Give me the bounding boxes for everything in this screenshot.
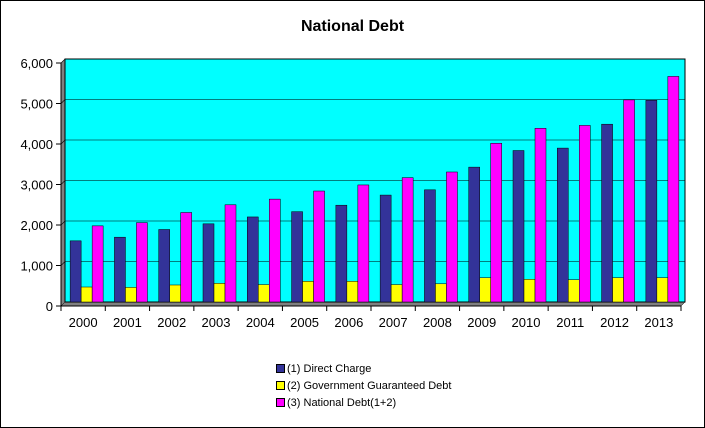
gridline <box>60 139 685 145</box>
bar-2-2008 <box>435 283 447 303</box>
bar-3-2004 <box>269 198 281 303</box>
bar-2-2005 <box>302 281 314 303</box>
bar-1-2000 <box>69 240 82 303</box>
x-tick-label: 2005 <box>290 315 319 330</box>
bar-3-2010 <box>534 128 547 303</box>
bar-3-2002 <box>180 212 192 303</box>
gridline <box>60 58 685 64</box>
legend-label: (2) Government Guaranteed Debt <box>287 379 452 392</box>
y-tick-label: 5,000 <box>20 97 53 112</box>
bar-1-2009 <box>468 166 480 303</box>
x-tick-label: 2009 <box>467 315 496 330</box>
x-tick-label: 2012 <box>600 315 629 330</box>
bar-1-2002 <box>158 229 170 303</box>
bar-2-2012 <box>612 277 624 303</box>
x-tick-label: 2008 <box>423 315 452 330</box>
bar-1-2001 <box>114 236 126 303</box>
y-tick-label: 2,000 <box>20 218 53 233</box>
legend-swatch <box>276 398 285 407</box>
bar-2-2010 <box>523 279 536 303</box>
legend-swatch <box>276 381 285 390</box>
bar-2-2009 <box>479 277 491 303</box>
bar-2-2007 <box>390 284 403 303</box>
x-tick-label: 2004 <box>246 315 275 330</box>
bar-3-2009 <box>490 142 502 303</box>
legend-item: (2) Government Guaranteed Debt <box>276 377 451 394</box>
bar-1-2008 <box>424 189 436 303</box>
bar-2-2004 <box>258 284 270 303</box>
x-tick-label: 2011 <box>556 315 584 330</box>
bar-2-2006 <box>346 281 359 303</box>
legend-label: (3) National Debt(1+2) <box>287 396 397 409</box>
y-tick-label: 4,000 <box>20 137 53 152</box>
x-tick-label: 2007 <box>379 315 408 330</box>
bar-2-2000 <box>80 286 93 303</box>
chart-title: National Debt <box>300 18 405 35</box>
bar-1-2005 <box>291 211 303 303</box>
bar-3-2013 <box>667 76 680 303</box>
bar-3-2007 <box>401 177 414 303</box>
bar-2-2011 <box>568 279 580 303</box>
x-tick-label: 2003 <box>202 315 231 330</box>
bar-3-2012 <box>623 99 635 303</box>
x-tick-label: 2010 <box>512 315 541 330</box>
x-tick-label: 2000 <box>69 315 98 330</box>
legend-item: (3) National Debt(1+2) <box>276 394 451 411</box>
y-tick-label: 1,000 <box>20 259 53 274</box>
bar-3-2006 <box>357 184 370 303</box>
legend-item: (1) Direct Charge <box>276 360 451 377</box>
x-tick-label: 2002 <box>157 315 186 330</box>
bar-3-2001 <box>136 222 148 303</box>
bar-3-2000 <box>91 225 104 303</box>
x-tick-label: 2013 <box>644 315 673 330</box>
legend-swatch <box>276 364 285 373</box>
plot-floor <box>60 301 686 307</box>
legend-label: (1) Direct Charge <box>287 362 372 375</box>
y-tick-label: 3,000 <box>20 178 53 193</box>
bar-2-2001 <box>125 287 137 303</box>
gridline <box>60 99 685 104</box>
bar-1-2010 <box>512 150 525 303</box>
bar-3-2005 <box>313 190 325 303</box>
x-tick-label: 2006 <box>334 315 363 330</box>
bar-1-2006 <box>335 204 348 303</box>
y-tick-label: 6,000 <box>20 56 53 71</box>
bar-2-2002 <box>169 284 181 303</box>
bar-2-2013 <box>656 277 669 303</box>
x-tick-label: 2001 <box>113 315 142 330</box>
legend: (1) Direct Charge (2) Government Guarante… <box>276 360 451 411</box>
y-tick-label: 0 <box>46 299 53 314</box>
bar-1-2004 <box>247 216 259 303</box>
bar-1-2003 <box>202 223 215 303</box>
bar-1-2011 <box>557 147 569 303</box>
bar-1-2007 <box>379 194 392 303</box>
bar-2-2003 <box>213 283 226 303</box>
bar-3-2003 <box>224 204 237 303</box>
bar-1-2012 <box>601 123 613 303</box>
bar-3-2011 <box>579 125 591 303</box>
bar-1-2013 <box>645 100 658 303</box>
bar-3-2008 <box>446 171 458 303</box>
